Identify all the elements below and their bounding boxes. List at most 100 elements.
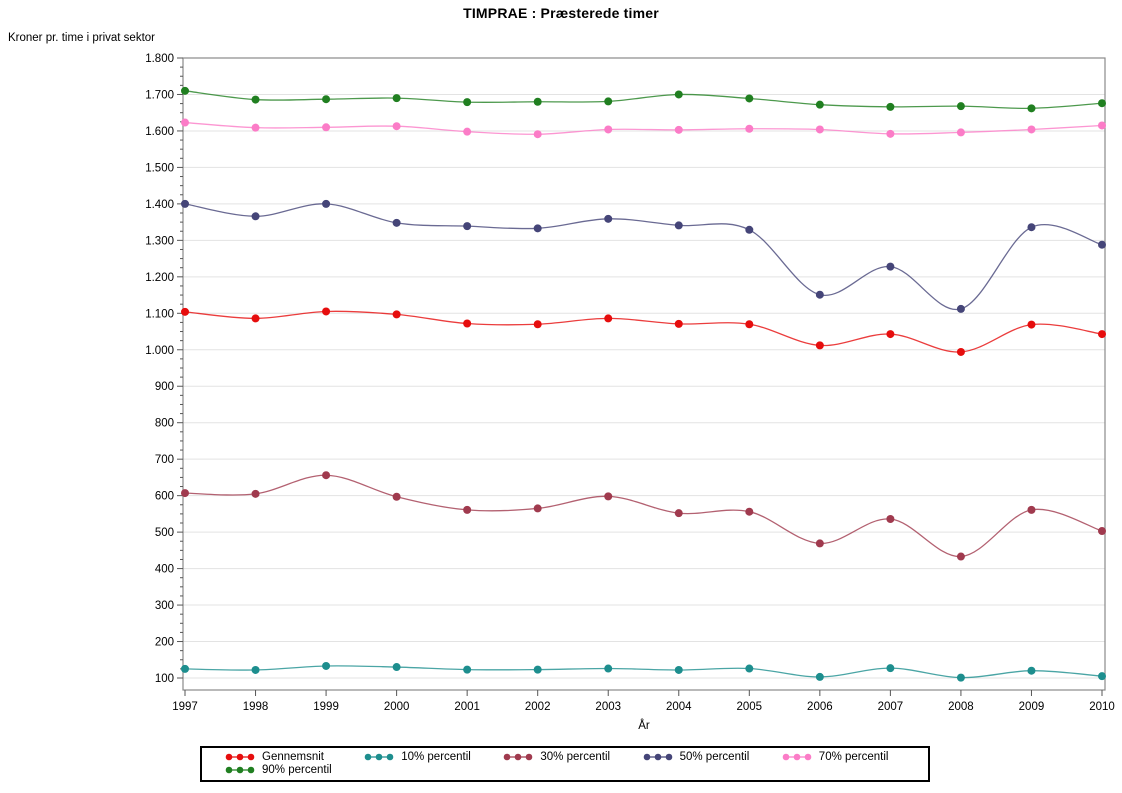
y-tick-label: 400 xyxy=(155,564,174,576)
series-point-30-percentil xyxy=(604,492,613,501)
series-point-90-percentil xyxy=(181,86,189,95)
series-point-10-percentil xyxy=(463,665,472,674)
y-tick-label: 1.500 xyxy=(145,162,174,174)
series-point-10-percentil xyxy=(815,672,824,681)
series-line-30-percentil xyxy=(184,474,1103,558)
series-point-70-percentil xyxy=(1027,125,1036,134)
series-point-70-percentil xyxy=(463,127,472,136)
series-point-10-percentil xyxy=(956,673,965,682)
legend-label: 70% percentil xyxy=(818,751,889,763)
y-tick-label: 100 xyxy=(155,673,174,685)
y-tick-label: 1.200 xyxy=(145,272,174,284)
series-point-50-percentil xyxy=(956,304,965,313)
legend-entry: Gennemsnit xyxy=(224,751,363,763)
series-point-90-percentil xyxy=(745,94,754,103)
series-point-10-percentil xyxy=(181,664,189,673)
series-point-gennemsnit xyxy=(815,341,824,350)
series-point-90-percentil xyxy=(463,98,472,107)
series-point-50-percentil xyxy=(533,224,542,233)
series-point-30-percentil xyxy=(1027,505,1036,514)
chart-title: TIMPRAE : Præsterede timer xyxy=(463,5,659,21)
series-point-90-percentil xyxy=(1027,104,1036,113)
legend-label: 50% percentil xyxy=(679,751,750,763)
x-tick-label: 2002 xyxy=(525,701,551,713)
series-point-70-percentil xyxy=(392,122,401,131)
y-tick-label: 1.100 xyxy=(145,308,174,320)
series-point-10-percentil xyxy=(1027,666,1036,675)
x-tick-label: 2000 xyxy=(384,701,410,713)
series-line-10-percentil xyxy=(184,665,1103,679)
series-point-50-percentil xyxy=(1098,240,1106,249)
series-line-gennemsnit xyxy=(184,310,1103,353)
legend: Gennemsnit 10% percentil 30% percentil 50% … xyxy=(200,746,930,782)
series-point-gennemsnit xyxy=(392,310,401,319)
x-tick-label: 1997 xyxy=(172,701,198,713)
y-tick-label: 1.800 xyxy=(145,53,174,65)
series-point-30-percentil xyxy=(181,489,189,498)
series-point-70-percentil xyxy=(604,125,613,134)
legend-marker-icon xyxy=(643,753,672,761)
series-point-90-percentil xyxy=(392,94,401,103)
series-point-30-percentil xyxy=(745,507,754,516)
x-tick-label: 1999 xyxy=(313,701,339,713)
series-point-70-percentil xyxy=(886,129,895,138)
x-axis-title: År xyxy=(638,720,650,732)
y-tick-label: 200 xyxy=(155,637,174,649)
legend-entry: 90% percentil xyxy=(224,764,363,776)
series-point-30-percentil xyxy=(322,471,331,480)
series-point-30-percentil xyxy=(533,504,542,513)
y-tick-label: 1.300 xyxy=(145,235,174,247)
series-point-10-percentil xyxy=(1098,672,1106,681)
series-point-50-percentil xyxy=(463,222,472,231)
series-point-50-percentil xyxy=(745,225,754,234)
series-point-10-percentil xyxy=(322,661,331,670)
series-point-50-percentil xyxy=(815,290,824,299)
series-point-30-percentil xyxy=(674,509,683,518)
series-line-50-percentil xyxy=(184,203,1103,311)
x-tick-label: 1998 xyxy=(243,701,269,713)
series-point-gennemsnit xyxy=(251,314,260,323)
series-point-gennemsnit xyxy=(463,319,472,328)
legend-label: 30% percentil xyxy=(540,751,611,763)
y-tick-label: 700 xyxy=(155,454,174,466)
plot-frame xyxy=(182,57,1106,691)
series-point-30-percentil xyxy=(251,489,260,498)
series-point-50-percentil xyxy=(392,218,401,227)
series-point-50-percentil xyxy=(604,214,613,223)
series-point-70-percentil xyxy=(815,125,824,134)
series-point-50-percentil xyxy=(322,199,331,208)
series-point-gennemsnit xyxy=(604,314,613,323)
series-point-90-percentil xyxy=(1098,99,1106,108)
y-tick-label: 900 xyxy=(155,381,174,393)
series-point-gennemsnit xyxy=(322,307,331,316)
series-point-gennemsnit xyxy=(1098,330,1106,339)
series-point-90-percentil xyxy=(956,102,965,111)
legend-marker-icon xyxy=(504,753,533,761)
series-point-90-percentil xyxy=(604,97,613,106)
series-point-10-percentil xyxy=(604,664,613,673)
series-point-50-percentil xyxy=(674,221,683,230)
series-point-90-percentil xyxy=(251,95,260,104)
series-point-gennemsnit xyxy=(745,320,754,329)
x-tick-label: 2010 xyxy=(1089,701,1115,713)
legend-marker-icon xyxy=(225,753,255,761)
series-point-gennemsnit xyxy=(886,330,895,339)
series-point-10-percentil xyxy=(745,664,754,673)
series-point-50-percentil xyxy=(181,199,189,208)
legend-entry: 30% percentil xyxy=(502,751,641,763)
series-point-gennemsnit xyxy=(1027,320,1036,329)
series-point-50-percentil xyxy=(251,212,260,221)
series-point-50-percentil xyxy=(1027,223,1036,232)
y-tick-label: 1.400 xyxy=(145,199,174,211)
series-point-30-percentil xyxy=(463,505,472,514)
y-tick-label: 1.700 xyxy=(145,89,174,101)
series-point-90-percentil xyxy=(322,95,331,104)
series-point-70-percentil xyxy=(251,123,260,132)
x-tick-label: 2007 xyxy=(878,701,904,713)
series-point-gennemsnit xyxy=(533,320,542,329)
series-point-30-percentil xyxy=(1098,527,1106,536)
legend-entry: 70% percentil xyxy=(781,751,920,763)
legend-entry: 50% percentil xyxy=(642,751,781,763)
series-point-70-percentil xyxy=(322,123,331,132)
y-tick-label: 600 xyxy=(155,491,174,503)
